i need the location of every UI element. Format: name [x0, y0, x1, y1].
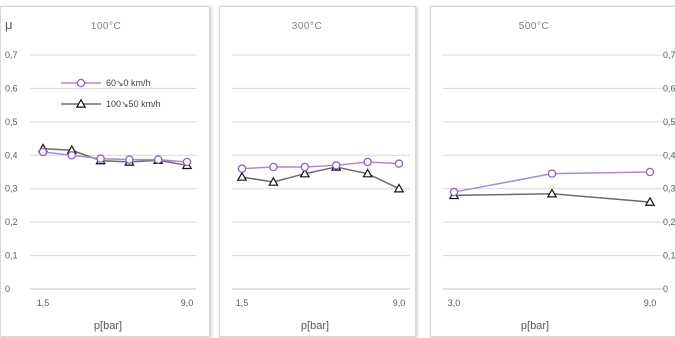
- series-60-0-point: [269, 162, 278, 172]
- series-60-0-point: [300, 162, 310, 172]
- legend-label-60-0: 60↘0 km/h: [106, 78, 151, 88]
- series-100-50-point: [546, 188, 558, 198]
- chart-100c-svg: 100°C 0 0,1 0,2 0,3 0,4 0,5 0,6 0,7 μ 1,5 9,0 p[bar]…: [5, 17, 196, 332]
- y-tick-label: 0: [5, 284, 10, 294]
- series-60-0-line: [42, 151, 188, 163]
- y-tick-label: 0,4: [663, 150, 675, 160]
- series-60-0-point: [394, 159, 404, 168]
- series-100-50-point: [299, 168, 311, 178]
- x-axis-label: p[bar]: [521, 320, 549, 332]
- series-60-0-point: [182, 157, 192, 167]
- series-60-0-point: [125, 155, 134, 164]
- legend-label-100-50: 100↘50 km/h: [106, 99, 161, 109]
- y-tick-label: 0,3: [663, 184, 675, 194]
- y-tick-label: 0,3: [5, 184, 18, 194]
- series-100-50-point: [644, 196, 656, 206]
- series-60-0-point: [96, 154, 105, 163]
- y-tick-label: 0,7: [5, 50, 18, 60]
- chart-300c-svg: 300°C 1,5 9,0 p[bar]: [232, 21, 410, 332]
- y-tick-label: 0,5: [663, 117, 675, 127]
- y-tick-label: 0,1: [5, 251, 18, 261]
- series-100-50-line: [241, 166, 400, 190]
- x-axis-label: p[bar]: [94, 320, 122, 332]
- y-tick-label: 0,2: [5, 217, 18, 227]
- chart-panel-500c: 500°C 0 0,1 0,2 0,3 0,4 0,5 0,6 0,7 3,0 9,0 p[bar]: [430, 6, 675, 337]
- y-axis-label: μ: [5, 17, 13, 32]
- legend-marker-60-0: [76, 78, 86, 88]
- y-tick-label: 0,5: [5, 117, 18, 127]
- series-60-0-point: [331, 161, 341, 170]
- series-60-0-point: [67, 151, 77, 160]
- series-60-0-point: [38, 147, 48, 157]
- series-60-0-point: [153, 155, 163, 164]
- x-tick-label: 1,5: [236, 298, 249, 308]
- y-tick-label: 0,1: [663, 251, 675, 261]
- chart-title: 300°C: [292, 21, 322, 32]
- chart-panel-100c: 100°C 0 0,1 0,2 0,3 0,4 0,5 0,6 0,7 μ 1,5 9,0 p[bar]…: [0, 6, 210, 337]
- legend-marker-100-50: [75, 98, 87, 108]
- y-tick-label: 0,6: [663, 83, 675, 93]
- x-tick-label: 3,0: [448, 298, 461, 308]
- series-100-50-point: [268, 176, 279, 186]
- y-tick-label: 0,4: [5, 150, 18, 160]
- x-tick-label: 9,0: [181, 298, 194, 308]
- series-60-0-point: [237, 164, 247, 173]
- series-60-0-point: [363, 157, 372, 167]
- x-axis-label: p[bar]: [301, 320, 329, 332]
- series-100-50-line: [42, 147, 188, 167]
- series-60-0-line: [241, 161, 400, 170]
- chart-500c-svg: 500°C 0 0,1 0,2 0,3 0,4 0,5 0,6 0,7 3,0 9,0 p[bar]: [443, 21, 675, 332]
- y-tick-label: 0,7: [663, 50, 675, 60]
- series-60-0-point: [547, 169, 557, 178]
- series-60-0-point: [645, 167, 655, 177]
- y-tick-label: 0,6: [5, 83, 18, 93]
- series-100-50-point: [393, 183, 405, 193]
- x-tick-label: 9,0: [393, 298, 406, 308]
- x-tick-label: 1,5: [37, 298, 50, 308]
- chart-title: 100°C: [91, 21, 121, 32]
- series-100-50-point: [362, 168, 373, 178]
- y-tick-label: 0,2: [663, 217, 675, 227]
- chart-panel-300c: 300°C 1,5 9,0 p[bar]: [219, 6, 416, 337]
- series-60-0-point: [449, 187, 459, 197]
- chart-title: 500°C: [519, 21, 549, 32]
- y-tick-label: 0: [663, 284, 668, 294]
- series-100-50-point: [236, 171, 248, 181]
- x-tick-label: 9,0: [644, 298, 657, 308]
